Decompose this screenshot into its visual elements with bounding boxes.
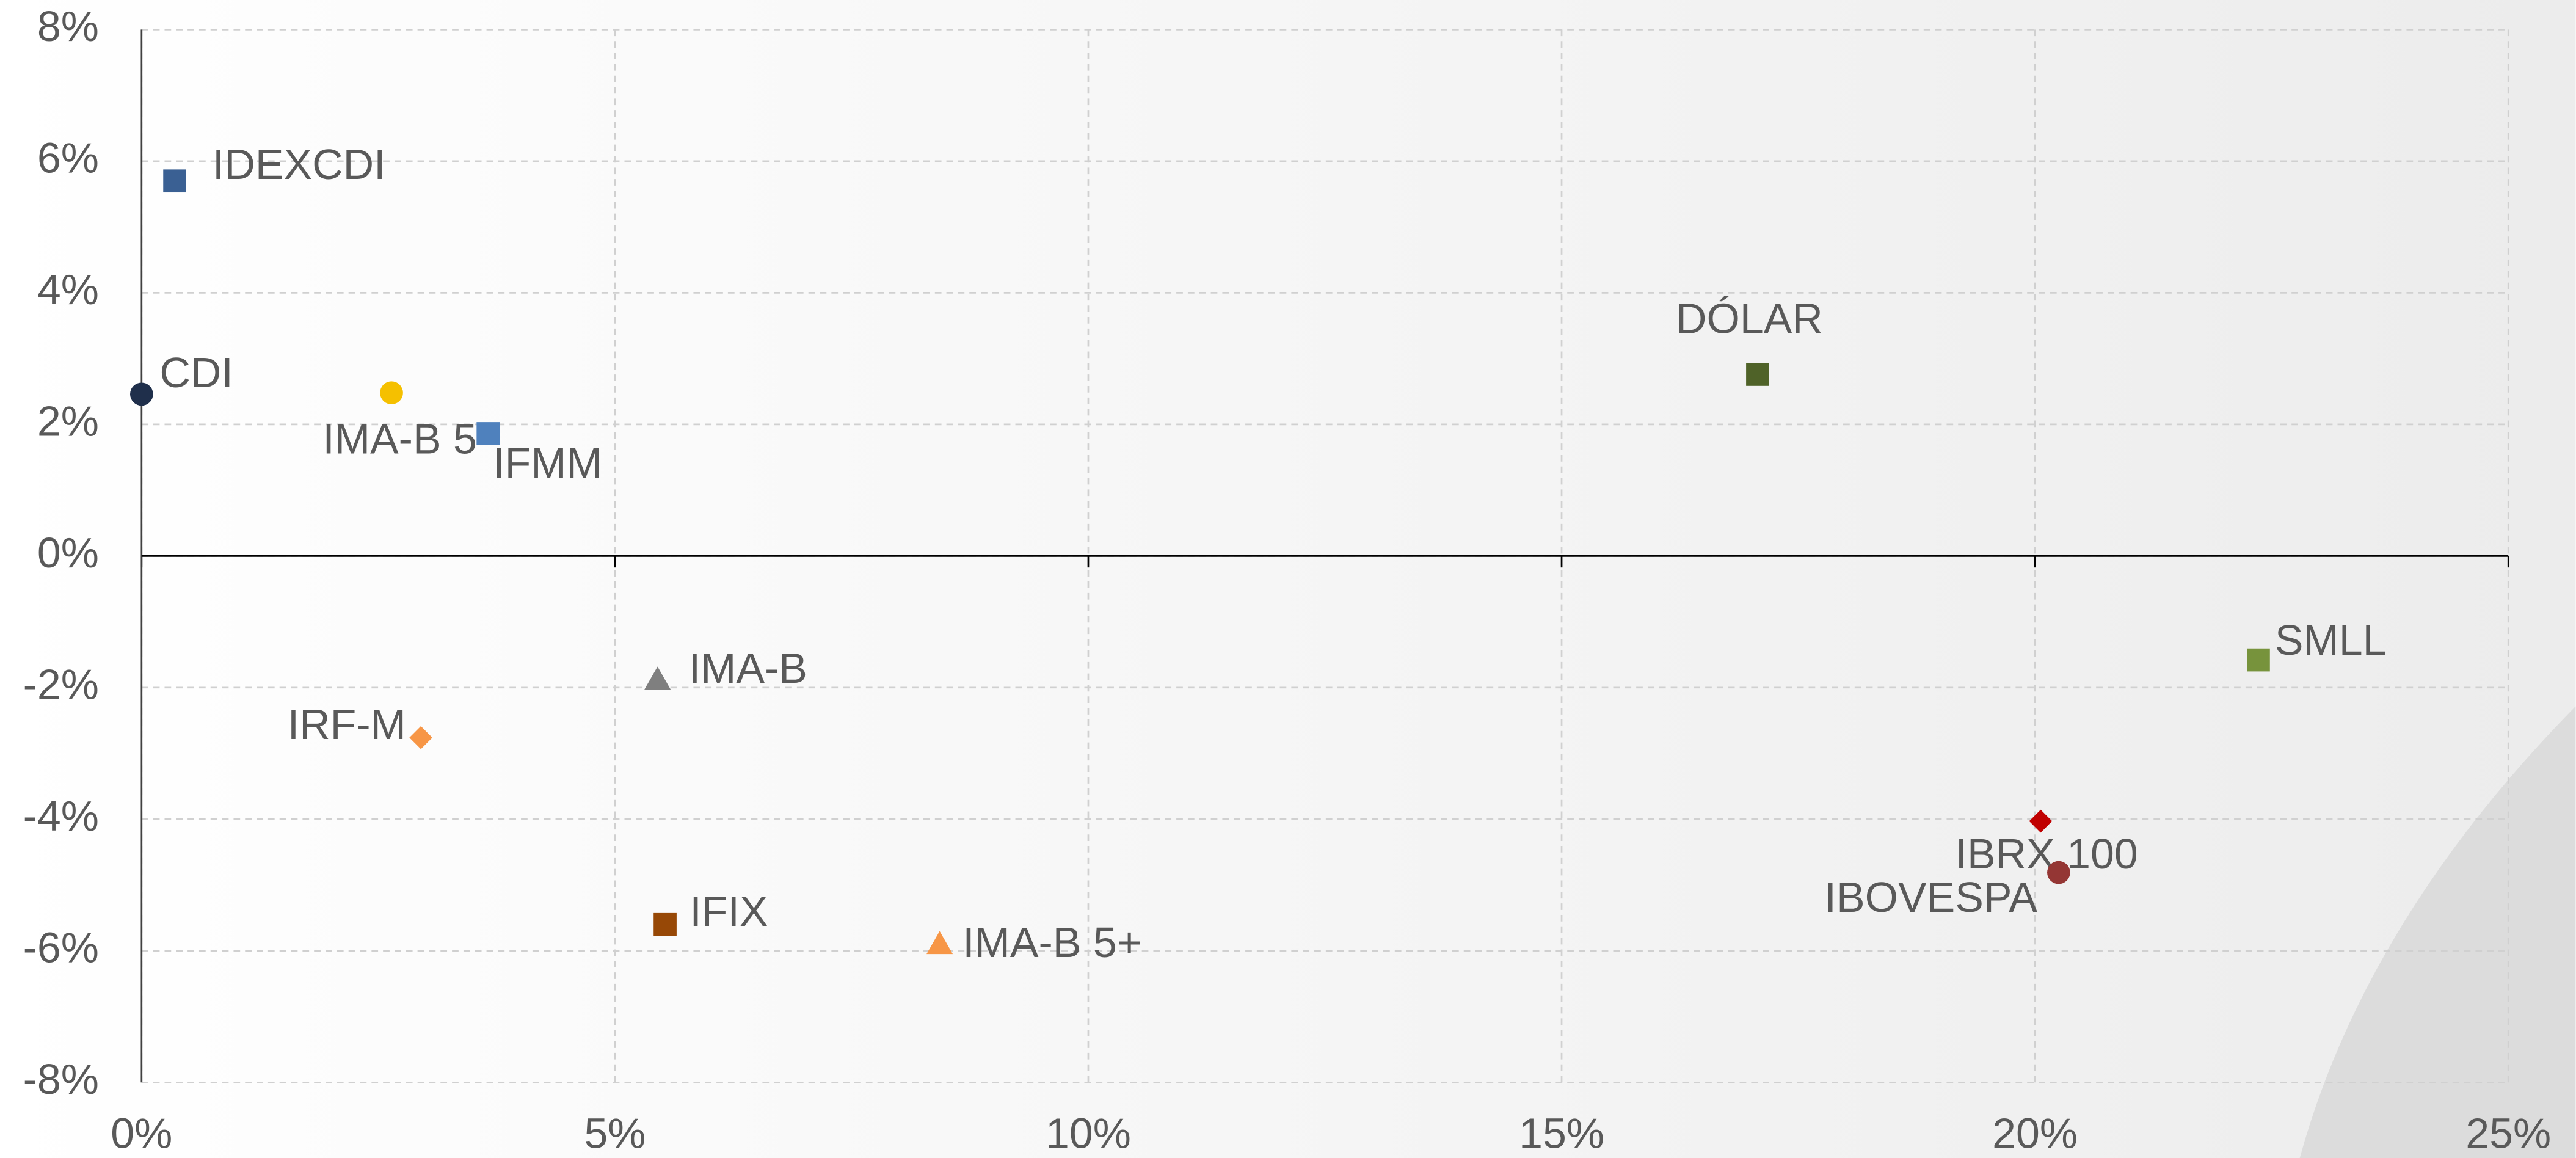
x-tick-label: 25% (2465, 1110, 2551, 1157)
point (163, 169, 186, 193)
x-tick-label: 10% (1046, 1110, 1131, 1157)
point-label: IMA-B (689, 644, 807, 692)
point (2029, 809, 2053, 833)
x-tick-label: 0% (111, 1110, 172, 1157)
point-label: IFIX (689, 887, 768, 935)
point-label: IBOVESPA (1825, 873, 2038, 921)
y-tick-label: -2% (23, 660, 99, 708)
y-tick-label: -4% (23, 792, 99, 840)
point (1746, 363, 1769, 386)
point-label: IMA-B 5+ (962, 919, 1141, 966)
point-label: IMA-B 5 (322, 415, 477, 462)
x-tick-label: 15% (1519, 1110, 1604, 1157)
point-label: IDEXCDI (213, 140, 386, 188)
decoration (2299, 706, 2576, 1158)
point (380, 381, 403, 404)
point-label: DÓLAR (1676, 294, 1823, 342)
point (653, 912, 677, 936)
point (476, 422, 500, 445)
point (2247, 648, 2270, 672)
y-tick-label: 6% (37, 134, 99, 181)
y-tick-label: -6% (23, 923, 99, 971)
point-label: IRF-M (288, 701, 406, 748)
x-tick-label: 20% (1992, 1110, 2078, 1157)
y-tick-label: 2% (37, 397, 99, 445)
point-label: IBRX 100 (1956, 830, 2138, 878)
point (2047, 861, 2070, 884)
y-tick-label: 0% (37, 529, 99, 577)
x-tick-label: 5% (584, 1110, 646, 1157)
y-tick-label: -8% (23, 1055, 99, 1103)
point (644, 666, 671, 690)
point (926, 931, 953, 955)
point-label: SMLL (2275, 616, 2387, 664)
point-label: CDI (159, 349, 233, 396)
y-tick-label: 8% (37, 2, 99, 50)
y-tick-label: 4% (37, 266, 99, 313)
point (130, 382, 153, 406)
point (409, 726, 432, 749)
point-label: IFMM (493, 439, 602, 487)
